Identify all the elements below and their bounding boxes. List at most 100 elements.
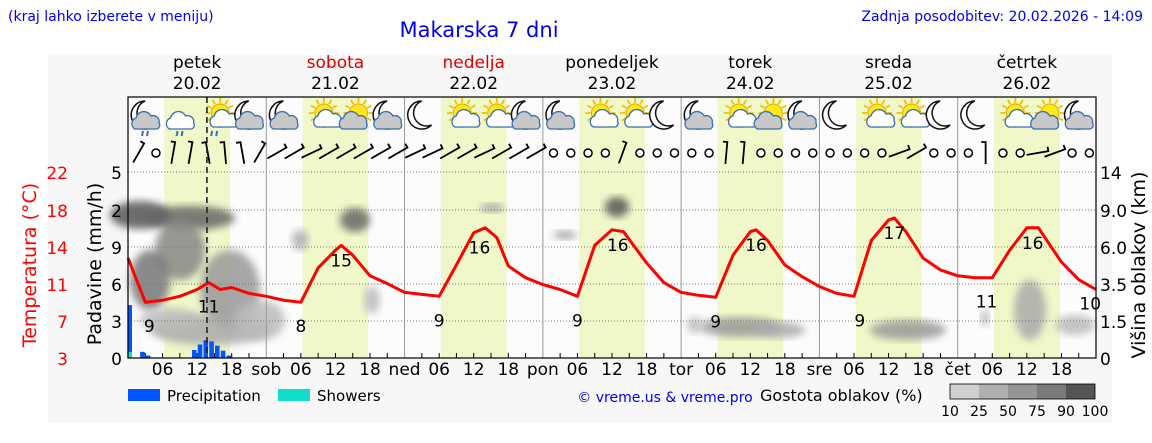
calm-wind-icon xyxy=(790,148,801,158)
cloud-height-tick-label: 14 xyxy=(1100,164,1122,184)
location-hint[interactable]: (kraj lahko izberete v meniju) xyxy=(8,9,214,25)
wind-barb-icon xyxy=(526,143,547,160)
wind-barb-icon xyxy=(906,143,928,160)
cloud-density-tick: 100 xyxy=(1082,404,1109,420)
x-tick-label: 12 xyxy=(1016,360,1038,380)
temperature-label: 15 xyxy=(330,251,352,271)
precipitation-bar xyxy=(191,350,197,358)
x-tick-label: 12 xyxy=(463,360,485,380)
x-tick-label: 06 xyxy=(152,360,174,380)
moon-cloud-icon xyxy=(545,100,576,130)
calm-wind-icon xyxy=(600,148,611,158)
daylight-band xyxy=(579,97,645,358)
wind-barb-icon xyxy=(336,143,357,160)
cloud-density-area xyxy=(553,231,577,239)
wind-barb-icon xyxy=(201,141,211,164)
cloud-density-area xyxy=(605,197,629,217)
showers-bar xyxy=(127,351,133,358)
sun-cloud-rain-icon xyxy=(205,98,239,137)
wind-barb-icon xyxy=(722,140,729,165)
day-name: nedelja xyxy=(443,53,505,73)
cloud-density-swatch xyxy=(979,384,1008,399)
wind-barb-icon xyxy=(508,143,530,160)
wind-barb-icon xyxy=(387,143,409,160)
temperature-label: 16 xyxy=(1022,234,1044,254)
cloud-density-area xyxy=(130,250,170,310)
wind-barb-icon xyxy=(404,143,427,159)
wind-barb-icon xyxy=(235,141,246,164)
calm-wind-icon xyxy=(963,148,974,158)
moon-cloud-icon xyxy=(372,100,403,130)
credit-link[interactable]: © vreme.us & vreme.pro xyxy=(577,390,752,406)
moon-icon xyxy=(821,100,847,130)
cloud-density-area xyxy=(1014,280,1046,340)
cloud-density-area xyxy=(340,208,370,232)
moon-icon xyxy=(407,100,433,130)
calm-wind-icon xyxy=(151,148,161,158)
day-name: ponedeljek xyxy=(565,53,659,73)
sun-cloud-icon xyxy=(481,98,516,128)
cloud-height-axis-title: Višina oblakov (km) xyxy=(1128,172,1150,359)
sun-cloud-icon xyxy=(1000,98,1034,128)
calm-wind-icon xyxy=(773,148,783,158)
cloud-density-tick: 25 xyxy=(970,404,988,420)
precip-tick-label: 9 xyxy=(111,239,122,259)
sun-cloud-icon xyxy=(585,98,619,128)
temp-tick-label: 14 xyxy=(46,239,68,259)
legend-label: Precipitation xyxy=(167,387,261,405)
temperature-label: 17 xyxy=(884,224,906,244)
day-date: 21.02 xyxy=(311,74,360,94)
wind-barb-icon xyxy=(740,140,746,165)
x-tick-label: 18 xyxy=(359,360,381,380)
x-tick-label: 12 xyxy=(601,360,623,380)
wind-barb-icon xyxy=(219,141,227,165)
wind-barb-icon xyxy=(318,143,340,160)
moon-cloud-icon xyxy=(1063,100,1094,130)
wind-barb-icon xyxy=(187,140,194,164)
cloud-density-area xyxy=(364,286,380,314)
precip-tick-label: 2 xyxy=(111,202,122,222)
x-tick-label: 18 xyxy=(1051,360,1073,380)
wind-barb-icon xyxy=(284,143,305,160)
temp-tick-label: 11 xyxy=(46,276,68,296)
calm-wind-icon xyxy=(946,148,956,158)
wind-barb-icon xyxy=(888,144,911,158)
x-tick-label: 18 xyxy=(636,360,658,380)
wind-barb-icon xyxy=(301,143,323,159)
moon-icon xyxy=(649,100,675,130)
cloud-density-area xyxy=(480,204,504,212)
x-tick-label: 12 xyxy=(186,360,208,380)
cloud-density-area xyxy=(155,220,205,280)
wind-barb-icon xyxy=(132,140,146,163)
day-date: 23.02 xyxy=(588,74,637,94)
precipitation-bar xyxy=(140,351,145,358)
day-name: petek xyxy=(173,53,221,73)
wind-barb-icon xyxy=(266,143,288,160)
calm-wind-icon xyxy=(566,148,576,158)
cloud-density-area xyxy=(981,310,989,326)
calm-wind-icon xyxy=(635,148,645,158)
sun-cloud-heavy-icon xyxy=(753,98,789,130)
precip-tick-label: 5 xyxy=(111,164,122,184)
calm-wind-icon xyxy=(704,148,714,158)
cloud-density-tick: 90 xyxy=(1057,404,1075,420)
cloud-density-area xyxy=(140,308,200,332)
x-day-label: čet xyxy=(944,360,971,380)
temp-axis-title: Temperatura (°C) xyxy=(19,183,41,348)
day-name: četrtek xyxy=(997,53,1058,73)
x-day-label: tor xyxy=(669,360,693,380)
x-tick-label: 12 xyxy=(739,360,761,380)
precip-tick-label: 3 xyxy=(111,313,122,333)
temperature-label: 11 xyxy=(976,293,998,313)
day-date: 20.02 xyxy=(173,74,222,94)
cloud-height-tick-label: 3.5 xyxy=(1100,276,1127,296)
temp-tick-label: 18 xyxy=(46,202,68,222)
wind-barb-icon xyxy=(170,140,177,164)
day-name: sreda xyxy=(865,53,912,73)
cloud-density-area xyxy=(292,230,308,250)
temperature-label: 16 xyxy=(469,239,491,259)
daylight-band xyxy=(440,97,507,358)
cloud-density-tick: 75 xyxy=(1028,404,1046,420)
temperature-label: 16 xyxy=(607,236,629,256)
cloud-density-area xyxy=(687,317,703,333)
